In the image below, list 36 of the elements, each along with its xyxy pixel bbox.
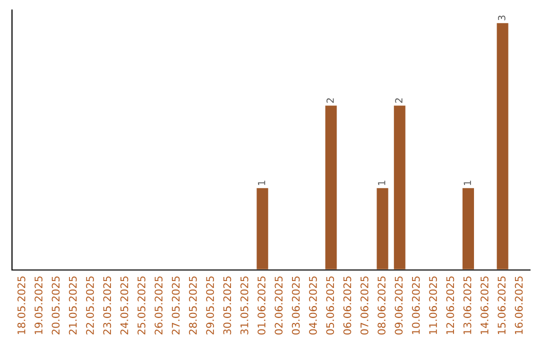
x-tick-label: 18.05.2025	[17, 276, 26, 334]
data-label: 2	[395, 98, 402, 103]
x-tick-label: 22.05.2025	[86, 276, 94, 334]
data-label: 1	[258, 180, 266, 186]
x-tick-label: 21.05.2025	[68, 276, 77, 334]
x-tick-label: 10.06.2025	[412, 276, 420, 334]
x-tick-label: 19.05.2025	[34, 276, 42, 334]
x-tick-label: 29.05.2025	[206, 276, 214, 334]
x-tick-label: 26.05.2025	[154, 276, 163, 334]
x-tick-label: 11.06.2025	[429, 276, 437, 334]
x-tick-label: 04.06.2025	[309, 276, 317, 335]
x-tick-label: 02.06.2025	[274, 276, 283, 335]
data-label: 1	[464, 180, 471, 186]
x-tick-label: 05.06.2025	[326, 276, 334, 335]
x-tick-label: 01.06.2025	[258, 276, 266, 335]
x-tick-label: 23.05.2025	[103, 276, 112, 334]
x-tick-label: 25.05.2025	[138, 276, 146, 334]
x-tick-label: 13.06.2025	[463, 276, 472, 334]
x-tick-label: 16.06.2025	[514, 276, 523, 334]
data-label: 3	[498, 16, 506, 20]
x-tick-label: 24.05.2025	[120, 276, 128, 334]
x-tick-label: 03.06.2025	[292, 276, 300, 335]
x-tick-label: 31.05.2025	[240, 276, 248, 334]
data-label: 1	[378, 180, 386, 186]
x-tick-label: 06.06.2025	[343, 276, 352, 335]
x-tick-label: 08.06.2025	[378, 276, 386, 335]
x-tick-label: 30.05.2025	[223, 276, 232, 334]
x-tick-label: 20.05.2025	[52, 276, 60, 334]
x-tick-label: 12.06.2025	[446, 276, 454, 334]
x-tick-label: 07.06.2025	[360, 276, 368, 335]
x-tick-label: 15.06.2025	[498, 276, 506, 334]
x-tick-label: 28.05.2025	[188, 276, 197, 334]
x-tick-label: 14.06.2025	[480, 276, 488, 334]
x-tick-label: 09.06.2025	[394, 276, 403, 335]
x-tick-label: 27.05.2025	[172, 276, 180, 334]
data-label: 2	[326, 98, 334, 103]
